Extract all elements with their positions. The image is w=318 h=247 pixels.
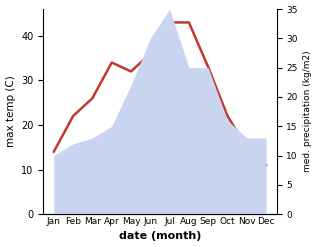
Y-axis label: max temp (C): max temp (C)	[5, 76, 16, 147]
X-axis label: date (month): date (month)	[119, 231, 201, 242]
Y-axis label: med. precipitation (kg/m2): med. precipitation (kg/m2)	[303, 51, 313, 172]
